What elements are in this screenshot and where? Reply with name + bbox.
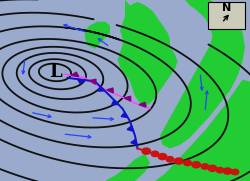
Circle shape	[184, 160, 191, 166]
Polygon shape	[71, 72, 79, 77]
Polygon shape	[105, 154, 150, 181]
Polygon shape	[131, 139, 137, 145]
Polygon shape	[160, 0, 245, 148]
Polygon shape	[90, 79, 96, 84]
Polygon shape	[107, 88, 113, 93]
Polygon shape	[85, 22, 110, 49]
Circle shape	[158, 153, 167, 160]
Text: L: L	[48, 63, 62, 81]
Polygon shape	[112, 100, 118, 105]
Circle shape	[192, 162, 200, 168]
Circle shape	[201, 164, 209, 169]
Polygon shape	[121, 112, 128, 117]
Circle shape	[174, 158, 183, 164]
FancyBboxPatch shape	[208, 2, 245, 29]
Polygon shape	[155, 80, 250, 181]
Polygon shape	[139, 102, 146, 107]
Circle shape	[216, 167, 224, 173]
Polygon shape	[98, 87, 105, 91]
Polygon shape	[78, 79, 85, 84]
Text: N: N	[222, 3, 231, 13]
Polygon shape	[124, 96, 131, 101]
Circle shape	[151, 151, 159, 157]
Polygon shape	[118, 0, 178, 107]
Circle shape	[208, 165, 217, 171]
Circle shape	[142, 148, 150, 154]
Circle shape	[231, 169, 239, 175]
Polygon shape	[127, 126, 134, 131]
Circle shape	[166, 157, 174, 162]
Circle shape	[223, 168, 232, 174]
